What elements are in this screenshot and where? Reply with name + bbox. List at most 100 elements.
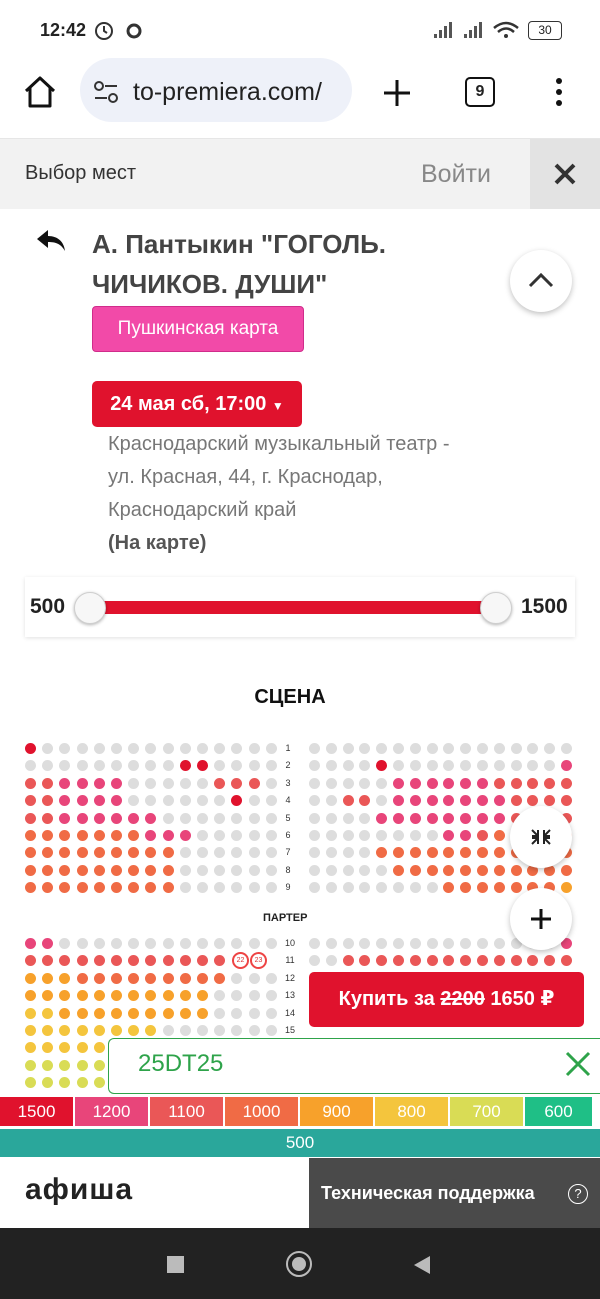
seat[interactable] xyxy=(145,882,157,894)
seat[interactable] xyxy=(493,882,505,894)
price-legend-1500[interactable]: 1500 xyxy=(0,1097,73,1126)
seat[interactable] xyxy=(510,955,522,967)
seat[interactable] xyxy=(42,830,54,841)
seat[interactable] xyxy=(162,1025,174,1036)
seat[interactable] xyxy=(93,864,105,876)
seat[interactable] xyxy=(42,795,54,807)
seat[interactable] xyxy=(59,847,71,859)
seat[interactable] xyxy=(409,830,421,841)
seat[interactable] xyxy=(376,882,388,894)
seat[interactable] xyxy=(359,743,371,754)
seat[interactable] xyxy=(162,955,174,967)
seat[interactable] xyxy=(59,795,71,807)
seat[interactable] xyxy=(25,760,36,772)
seat[interactable] xyxy=(325,760,337,772)
seat[interactable] xyxy=(477,864,488,876)
seat[interactable] xyxy=(59,1077,71,1089)
seat[interactable] xyxy=(409,777,421,789)
seat[interactable] xyxy=(231,1025,243,1036)
seat[interactable] xyxy=(265,882,277,894)
seat[interactable] xyxy=(76,938,88,949)
seat[interactable] xyxy=(493,795,505,807)
seat[interactable] xyxy=(510,777,522,789)
seat[interactable] xyxy=(309,864,320,876)
seat[interactable] xyxy=(93,777,105,789)
seat[interactable] xyxy=(214,1025,226,1036)
seat[interactable] xyxy=(214,777,226,789)
seat[interactable] xyxy=(426,812,438,824)
seat[interactable] xyxy=(197,847,208,859)
seat[interactable] xyxy=(76,1042,88,1054)
promo-code-field[interactable] xyxy=(108,1038,600,1094)
seat[interactable] xyxy=(145,1007,157,1019)
seat[interactable] xyxy=(59,1025,71,1036)
seat[interactable] xyxy=(42,812,54,824)
seat[interactable] xyxy=(426,955,438,967)
seat[interactable] xyxy=(179,1007,191,1019)
seat[interactable] xyxy=(59,990,71,1002)
seat[interactable] xyxy=(325,743,337,754)
seat[interactable] xyxy=(25,847,36,859)
seat[interactable] xyxy=(128,760,140,772)
seat[interactable] xyxy=(214,830,226,841)
seat[interactable] xyxy=(59,864,71,876)
seat[interactable] xyxy=(359,847,371,859)
seat[interactable] xyxy=(443,743,455,754)
seat[interactable] xyxy=(460,864,472,876)
promo-clear-icon[interactable] xyxy=(564,1050,592,1078)
seat[interactable] xyxy=(561,743,572,754)
seat[interactable] xyxy=(25,938,36,949)
seat[interactable] xyxy=(128,1025,140,1036)
seat[interactable] xyxy=(42,777,54,789)
seat[interactable] xyxy=(128,830,140,841)
seat[interactable] xyxy=(76,955,88,967)
seat[interactable] xyxy=(179,938,191,949)
seat[interactable] xyxy=(179,990,191,1002)
price-slider-min-handle[interactable] xyxy=(74,592,106,624)
seat[interactable] xyxy=(59,1007,71,1019)
seat[interactable] xyxy=(111,847,122,859)
seat[interactable] xyxy=(265,795,277,807)
seat[interactable] xyxy=(128,795,140,807)
seat[interactable] xyxy=(443,938,455,949)
date-dropdown[interactable]: 24 мая сб, 17:00 ▼ xyxy=(92,381,302,427)
seat[interactable] xyxy=(179,760,191,772)
seat[interactable] xyxy=(426,882,438,894)
seat[interactable] xyxy=(248,882,260,894)
new-tab-icon[interactable] xyxy=(382,78,412,108)
seat[interactable] xyxy=(59,1042,71,1054)
seat[interactable] xyxy=(443,795,455,807)
seat[interactable] xyxy=(409,955,421,967)
seat[interactable] xyxy=(477,830,488,841)
seat[interactable] xyxy=(93,1007,105,1019)
seat[interactable] xyxy=(76,972,88,984)
seat[interactable] xyxy=(93,938,105,949)
seat[interactable] xyxy=(359,830,371,841)
seat[interactable] xyxy=(111,990,122,1002)
seat[interactable] xyxy=(510,760,522,772)
seat[interactable] xyxy=(325,955,337,967)
seat[interactable] xyxy=(493,847,505,859)
seat[interactable] xyxy=(493,743,505,754)
price-legend-900[interactable]: 900 xyxy=(300,1097,373,1126)
seat[interactable] xyxy=(426,847,438,859)
seat[interactable] xyxy=(561,864,572,876)
seat[interactable] xyxy=(42,847,54,859)
seat[interactable] xyxy=(325,882,337,894)
seat[interactable] xyxy=(376,830,388,841)
seat[interactable] xyxy=(214,743,226,754)
seat[interactable] xyxy=(93,1025,105,1036)
seat[interactable] xyxy=(145,830,157,841)
seat[interactable] xyxy=(248,777,260,789)
seat[interactable] xyxy=(510,938,522,949)
seat[interactable] xyxy=(342,882,354,894)
seat[interactable] xyxy=(561,795,572,807)
seat[interactable] xyxy=(443,777,455,789)
zoom-in-button[interactable] xyxy=(510,888,572,950)
seat[interactable] xyxy=(248,972,260,984)
seat[interactable] xyxy=(179,812,191,824)
seat[interactable] xyxy=(214,955,226,967)
seat[interactable] xyxy=(111,938,122,949)
price-legend-1000[interactable]: 1000 xyxy=(225,1097,298,1126)
seat[interactable] xyxy=(231,847,243,859)
